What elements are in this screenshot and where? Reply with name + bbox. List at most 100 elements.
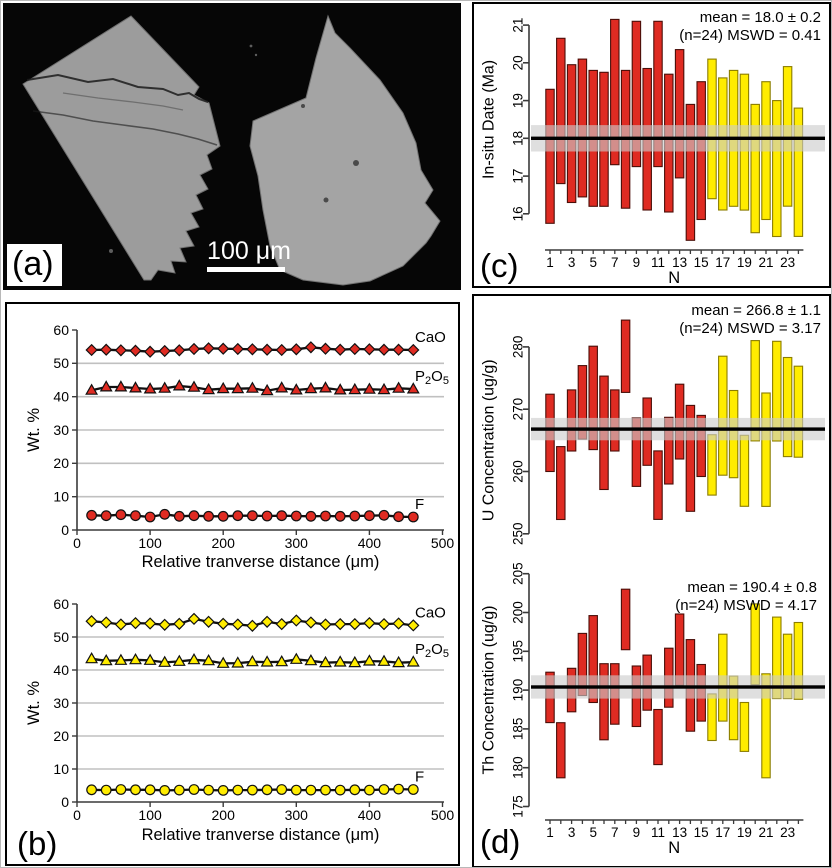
panel-d-th-stats: mean = 190.4 ± 0.8 (n=24) MSWD = 4.17 xyxy=(675,579,817,615)
svg-text:270: 270 xyxy=(511,398,526,421)
svg-text:3: 3 xyxy=(568,825,576,840)
svg-text:13: 13 xyxy=(672,255,687,270)
left-fragment-crack-2 xyxy=(32,110,218,146)
svg-text:0: 0 xyxy=(73,807,81,823)
svg-text:11: 11 xyxy=(651,825,665,840)
b1-P2O5-series-label: P2O5 xyxy=(415,368,449,387)
svg-text:60: 60 xyxy=(53,322,69,338)
svg-text:5: 5 xyxy=(589,255,597,270)
svg-text:250: 250 xyxy=(511,523,526,546)
svg-text:400: 400 xyxy=(358,807,382,823)
th-mean-text: mean = 190.4 ± 0.8 xyxy=(687,579,817,596)
th-y-axis-label: Th Concentration (ug/g) xyxy=(481,606,498,775)
inclusion-spot xyxy=(301,104,305,108)
svg-text:3: 3 xyxy=(568,255,576,270)
b2-y-axis-label: Wt. % xyxy=(25,681,43,725)
svg-text:20: 20 xyxy=(53,455,69,471)
debris-speck xyxy=(254,53,258,57)
b2-F-series-label: F xyxy=(415,768,424,785)
b1-y-axis-label: Wt. % xyxy=(25,408,43,452)
b1-x-axis-label: Relative tranverse distance (μm) xyxy=(142,553,380,571)
svg-text:13: 13 xyxy=(672,825,687,840)
svg-text:200: 200 xyxy=(511,601,526,624)
u-y-axis-label: U Concentration (ug/g) xyxy=(481,359,498,521)
svg-text:19: 19 xyxy=(737,255,752,270)
svg-text:21: 21 xyxy=(511,18,526,33)
panel-c-mswd-text: (n=24) MSWD = 0.41 xyxy=(679,27,821,44)
svg-text:15: 15 xyxy=(694,825,709,840)
svg-text:50: 50 xyxy=(53,629,69,645)
svg-text:23: 23 xyxy=(780,255,795,270)
th-mean-line xyxy=(531,685,825,689)
svg-text:5: 5 xyxy=(589,825,597,840)
svg-text:17: 17 xyxy=(715,255,730,270)
panel-b-label: (b) xyxy=(17,825,58,862)
svg-text:10: 10 xyxy=(53,761,69,777)
svg-text:260: 260 xyxy=(511,460,526,483)
svg-text:195: 195 xyxy=(511,640,526,663)
svg-text:20: 20 xyxy=(53,728,69,744)
panel-a-bse-image: 100 μm (a) xyxy=(3,3,461,290)
th-mswd-text: (n=24) MSWD = 4.17 xyxy=(675,597,817,614)
bse-image-canvas xyxy=(3,3,461,290)
svg-text:500: 500 xyxy=(431,807,455,823)
svg-text:0: 0 xyxy=(61,522,69,538)
panel-d-u-stats: mean = 266.8 ± 1.1 (n=24) MSWD = 3.17 xyxy=(679,302,821,338)
left-fragment xyxy=(22,15,221,281)
panel-c-label: (c) xyxy=(480,247,519,284)
b2-CaO-series-label: CaO xyxy=(415,604,446,621)
u-mean-text: mean = 266.8 ± 1.1 xyxy=(691,302,821,319)
svg-text:16: 16 xyxy=(511,206,526,221)
u-mswd-text: (n=24) MSWD = 3.17 xyxy=(679,320,821,337)
svg-text:205: 205 xyxy=(511,562,526,585)
svg-text:19: 19 xyxy=(737,825,752,840)
apatite-fragments xyxy=(22,14,441,286)
scale-bar-label: 100 μm xyxy=(207,237,291,265)
svg-text:500: 500 xyxy=(431,535,455,551)
debris-speck xyxy=(109,249,113,253)
svg-text:400: 400 xyxy=(358,535,382,551)
b1-F-series-label: F xyxy=(415,496,424,513)
svg-text:180: 180 xyxy=(511,756,526,779)
inclusion-spot xyxy=(323,197,329,203)
panel-b-composition-profiles: 0 10 20 30 40 50 60 0 100 200 300 400 500 Relative tr… xyxy=(5,302,460,866)
svg-text:60: 60 xyxy=(53,596,69,612)
svg-text:7: 7 xyxy=(611,825,619,840)
svg-text:1: 1 xyxy=(546,255,554,270)
c-x-axis-label: N xyxy=(668,269,680,286)
svg-text:185: 185 xyxy=(511,718,526,741)
left-fragment-crack-1 xyxy=(26,73,209,103)
b2-P2O5-series-label: P2O5 xyxy=(415,641,449,660)
panel-d-concentration-charts: 250 260 270 280 U Concentration (ug/g) 175 180… xyxy=(472,294,831,867)
svg-text:9: 9 xyxy=(633,255,641,270)
svg-text:30: 30 xyxy=(53,422,69,438)
svg-text:280: 280 xyxy=(511,336,526,359)
scale-bar xyxy=(207,267,285,272)
svg-text:175: 175 xyxy=(511,795,526,818)
svg-text:7: 7 xyxy=(611,255,619,270)
svg-text:1: 1 xyxy=(546,825,554,840)
debris-speck xyxy=(249,44,253,48)
svg-text:10: 10 xyxy=(53,489,69,505)
panel-c-insitu-date-chart: 16 17 18 19 20 21 In-situ Date (Ma) 1 3 5 7 9 11 13 15… xyxy=(472,2,831,288)
svg-text:19: 19 xyxy=(511,93,526,108)
svg-text:18: 18 xyxy=(511,131,526,146)
u-mean-line xyxy=(531,427,825,431)
svg-text:23: 23 xyxy=(780,825,795,840)
panel-a-label: (a) xyxy=(7,244,62,286)
svg-text:100: 100 xyxy=(138,807,162,823)
svg-text:21: 21 xyxy=(758,825,773,840)
svg-text:17: 17 xyxy=(511,169,526,184)
svg-text:300: 300 xyxy=(285,807,309,823)
svg-text:0: 0 xyxy=(73,535,81,551)
svg-text:0: 0 xyxy=(61,794,69,810)
svg-text:21: 21 xyxy=(758,255,773,270)
svg-text:200: 200 xyxy=(212,807,236,823)
svg-text:40: 40 xyxy=(53,662,69,678)
svg-text:100: 100 xyxy=(138,535,162,551)
svg-text:300: 300 xyxy=(285,535,309,551)
